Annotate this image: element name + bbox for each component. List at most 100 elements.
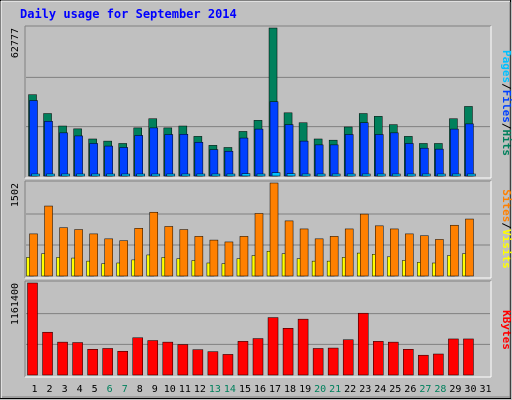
bar-pages (136, 173, 145, 177)
bar-files (420, 147, 429, 177)
x-tick-label: 14 (224, 384, 236, 395)
bar-files (134, 135, 143, 177)
bar-visits (254, 213, 264, 277)
bar-pages (301, 173, 311, 177)
x-tick-label: 5 (92, 384, 98, 395)
bar-kbytes (373, 341, 384, 376)
bar-files (164, 134, 174, 177)
bar-kbytes (403, 349, 414, 376)
bar-pages (256, 173, 266, 177)
bar-pages (61, 173, 70, 177)
bar-files (224, 150, 234, 177)
bar-pages (377, 173, 386, 177)
bar-pages (407, 173, 416, 177)
bar-kbytes (207, 351, 219, 376)
bar-files (390, 132, 399, 177)
bar-kbytes (177, 344, 189, 376)
bar-visits (59, 227, 68, 277)
bar-pages (392, 173, 401, 177)
bar-visits (344, 228, 354, 277)
bar-kbytes (267, 317, 279, 376)
bar-pages (196, 173, 206, 177)
bar-files (179, 134, 189, 177)
bar-pages (91, 173, 100, 177)
bar-visits (375, 225, 384, 277)
bar-visits (179, 229, 189, 277)
hits-files-pages-ymax-label: 62777 (10, 28, 21, 58)
bar-visits (149, 211, 159, 277)
bar-kbytes (312, 348, 324, 376)
x-tick-label: 3 (62, 384, 68, 395)
bar-visits (239, 236, 249, 277)
bar-files (59, 132, 68, 177)
x-tick-label: 20 (314, 384, 326, 395)
legend-hits-files-pages: Pages/Files/Hits (500, 50, 512, 156)
bar-visits (435, 239, 444, 277)
bar-pages (361, 173, 371, 177)
bar-files (269, 101, 279, 177)
bar-files (254, 128, 264, 177)
bar-kbytes (42, 331, 53, 376)
bar-kbytes (132, 337, 143, 376)
x-tick-label: 28 (434, 384, 446, 395)
bar-visits (284, 220, 294, 277)
bar-files (329, 144, 339, 177)
x-tick-label: 15 (239, 384, 251, 395)
bar-pages (106, 173, 115, 177)
bar-visits (420, 235, 429, 277)
bar-files (44, 121, 53, 177)
bar-visits (450, 224, 459, 277)
bar-kbytes (388, 341, 399, 376)
legend-hits: Hits (500, 130, 512, 157)
bar-pages (331, 173, 341, 177)
bar-files (450, 128, 459, 177)
bar-visits (299, 228, 309, 277)
bar-files (284, 124, 294, 177)
bar-visits (74, 229, 83, 277)
bar-kbytes (57, 341, 68, 376)
bar-kbytes (463, 338, 474, 376)
bar-kbytes (237, 341, 249, 376)
bar-kbytes (27, 282, 38, 376)
bar-kbytes (162, 341, 174, 376)
bar-visits (209, 239, 219, 277)
bar-visits (134, 228, 143, 277)
bar-pages (226, 173, 236, 177)
bar-kbytes (117, 350, 128, 376)
x-tick-label: 8 (137, 384, 143, 395)
bar-visits (119, 240, 128, 277)
visits-sites-ymax-label: 1502 (10, 183, 21, 207)
bar-pages (151, 173, 161, 177)
bar-files (314, 144, 324, 177)
bar-visits (194, 236, 204, 277)
bar-kbytes (72, 342, 83, 376)
bar-visits (29, 233, 38, 277)
x-tick-label: 21 (329, 384, 341, 395)
x-tick-label: 2 (47, 384, 53, 395)
bar-kbytes (282, 328, 294, 376)
legend-sites-visits: Sites/Visits (500, 189, 512, 269)
bar-files (209, 149, 219, 177)
x-tick-label: 6 (107, 384, 113, 395)
bar-pages (121, 173, 130, 177)
bar-kbytes (297, 318, 309, 376)
x-tick-label: 11 (179, 384, 191, 395)
x-tick-label: 25 (389, 384, 401, 395)
legend-sep-1: / (500, 83, 512, 90)
bar-pages (181, 173, 191, 177)
x-tick-label: 29 (449, 384, 461, 395)
x-tick-label: 31 (479, 384, 491, 395)
bar-kbytes (433, 353, 444, 376)
legend-pages: Pages (500, 50, 512, 83)
bar-kbytes (87, 349, 98, 376)
bar-pages (166, 173, 176, 177)
x-tick-label: 10 (164, 384, 176, 395)
bar-visits (314, 238, 324, 277)
bar-files (405, 143, 414, 177)
bar-files (74, 135, 83, 177)
bar-pages (211, 173, 221, 177)
bar-pages (346, 173, 356, 177)
bar-pages (271, 172, 281, 177)
x-tick-label: 22 (344, 384, 356, 395)
